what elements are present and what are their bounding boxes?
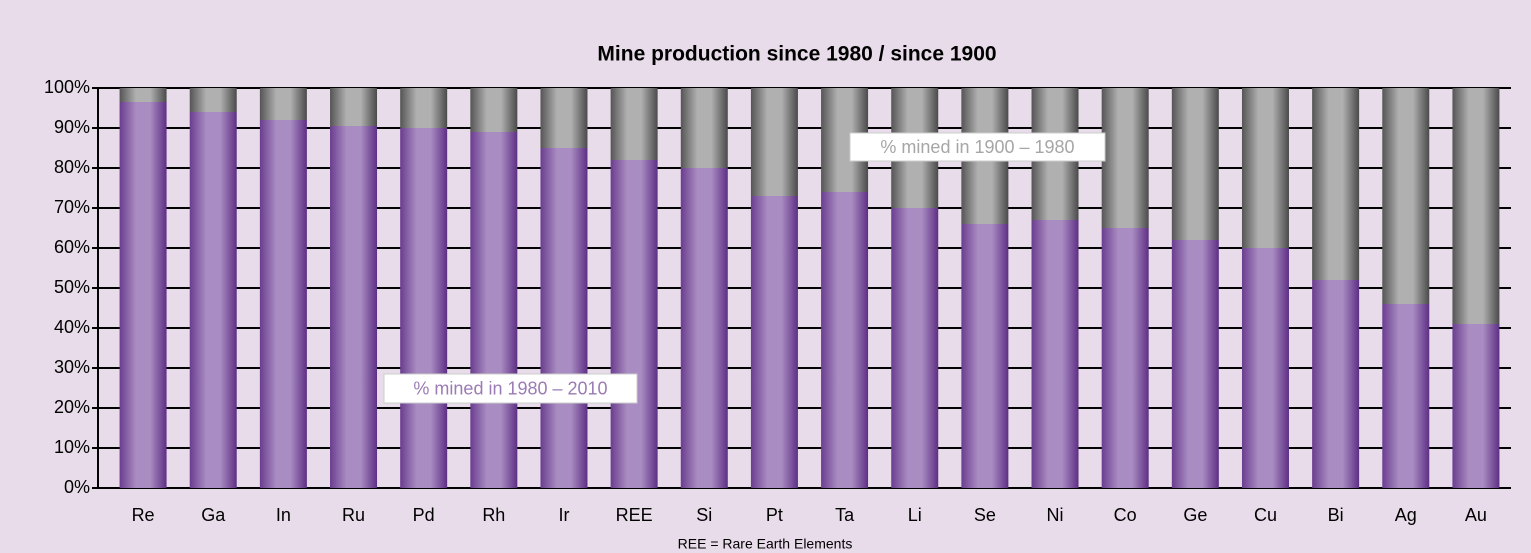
x-tick-label: Se [974,505,996,525]
series-label-box [849,132,1106,162]
x-tick-label: Co [1114,505,1137,525]
bar-segment [1452,88,1500,324]
x-tick-label: Bi [1328,505,1344,525]
bar-segment [119,102,167,488]
bar-segment [470,88,518,132]
bar-segment [1031,220,1079,488]
series-label: % mined in 1980 – 2010 [413,378,607,398]
bar-segment [1312,280,1360,488]
bar-segment [680,168,728,488]
bar-segment [259,88,307,120]
bar-segment [1171,88,1219,240]
bar-segment [330,126,378,488]
x-tick-label: In [276,505,291,525]
bar-segment [1382,304,1430,488]
y-tick-label: 50% [54,277,90,297]
x-tick-label: REE [616,505,653,525]
chart-title: Mine production since 1980 / since 1900 [597,43,996,66]
x-tick-label: Re [132,505,155,525]
bar-segment [610,88,658,160]
bar-segment [1101,228,1149,488]
y-tick-label: 0% [64,477,90,497]
y-tick-label: 10% [54,437,90,457]
bar-segment [470,132,518,488]
y-tick-label: 40% [54,317,90,337]
bar-segment [119,88,167,102]
x-tick-label: Ge [1183,505,1207,525]
bar-segment [680,88,728,168]
bar-segment [259,120,307,488]
bar-segment [961,224,1009,488]
bar-segment [1101,88,1149,228]
bar-segment [189,112,237,488]
bar-segment [1312,88,1360,280]
bar-segment [400,88,448,128]
x-tick-label: Ta [835,505,855,525]
y-tick-label: 100% [44,77,90,97]
bar-segment [1452,324,1500,488]
bar-segment [540,88,588,148]
y-tick-label: 30% [54,357,90,377]
x-tick-label: Rh [482,505,505,525]
bar-segment [750,88,798,196]
footnote: REE = Rare Earth Elements [678,536,853,552]
x-tick-label: Pt [766,505,783,525]
series-label: % mined in 1900 – 1980 [880,137,1074,157]
bar-segment [330,88,378,126]
bar-segment [1241,248,1289,488]
x-tick-label: Pd [413,505,435,525]
x-tick-label: Li [908,505,922,525]
x-tick-label: Ir [558,505,569,525]
bar-segment [1241,88,1289,248]
bar-segment [610,160,658,488]
series-label-box [383,373,638,404]
bar-segment [1171,240,1219,488]
bar-segment [400,128,448,488]
bar-segment [1382,88,1430,304]
y-tick-label: 90% [54,117,90,137]
x-tick-label: Ni [1047,505,1064,525]
x-tick-label: Au [1465,505,1487,525]
bar-segment [540,148,588,488]
x-tick-label: Ag [1395,505,1417,525]
y-tick-label: 70% [54,197,90,217]
y-tick-label: 20% [54,397,90,417]
y-tick-label: 60% [54,237,90,257]
bar-segment [750,196,798,488]
bar-segment [821,192,869,488]
y-tick-label: 80% [54,157,90,177]
x-tick-label: Cu [1254,505,1277,525]
x-tick-label: Ru [342,505,365,525]
bar-segment [891,208,939,488]
bar-segment [189,88,237,112]
x-tick-label: Ga [201,505,226,525]
x-tick-label: Si [696,505,712,525]
